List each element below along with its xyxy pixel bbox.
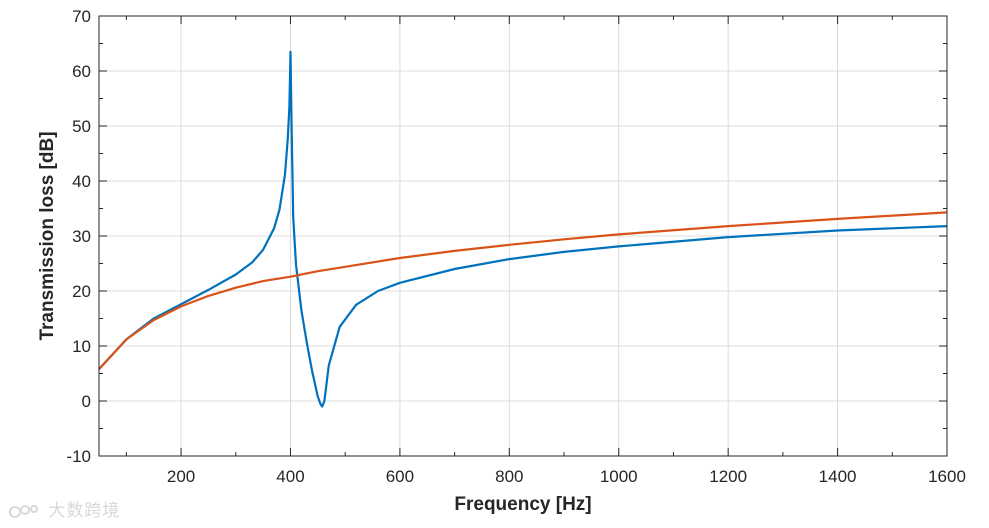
y-tick-label: 40 bbox=[72, 172, 91, 191]
series-layer bbox=[99, 50, 947, 408]
x-axis-label: Frequency [Hz] bbox=[454, 494, 591, 515]
x-tick-label: 1400 bbox=[819, 467, 857, 486]
x-tick-labels: 200 400 600 800 1000 1200 1400 1600 bbox=[167, 467, 966, 486]
y-tick-label: 70 bbox=[72, 7, 91, 26]
y-tick-label: 10 bbox=[72, 337, 91, 356]
y-tick-label: -10 bbox=[66, 447, 91, 466]
watermark-text: 大数跨境 bbox=[48, 501, 121, 521]
y-axis-label: Transmission loss [dB] bbox=[37, 131, 58, 340]
x-tick-label: 1000 bbox=[600, 467, 638, 486]
x-tick-label: 1600 bbox=[928, 467, 966, 486]
x-tick-label: 200 bbox=[167, 467, 195, 486]
y-tick-label: 50 bbox=[72, 117, 91, 136]
y-tick-label: 20 bbox=[72, 282, 91, 301]
x-tick-label: 600 bbox=[386, 467, 414, 486]
y-tick-label: 30 bbox=[72, 227, 91, 246]
y-tick-label: 0 bbox=[82, 392, 91, 411]
x-tick-label: 400 bbox=[276, 467, 304, 486]
x-tick-label: 1200 bbox=[709, 467, 747, 486]
x-tick-label: 800 bbox=[495, 467, 523, 486]
y-tick-labels: -10 0 10 20 30 40 50 60 70 bbox=[66, 7, 91, 466]
watermark-logo-icon bbox=[9, 505, 38, 518]
series-line-1 bbox=[99, 50, 947, 408]
series-line-2 bbox=[99, 211, 947, 371]
watermark: 大数跨境 bbox=[8, 496, 120, 521]
y-tick-label: 60 bbox=[72, 62, 91, 81]
ticks bbox=[99, 15, 948, 457]
